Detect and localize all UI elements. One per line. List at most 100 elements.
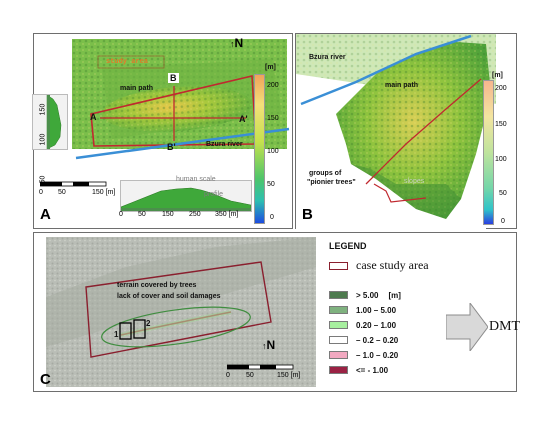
colorbar-a-unit: [m] [265,64,276,71]
colorbar-a-tick: 50 [267,181,275,188]
north-arrow-a: ↑N [230,36,243,50]
profile-label: profile [204,191,224,198]
colorbar-b-tick: 200 [495,85,507,92]
bzura-river-label: Bzura river [206,141,243,148]
dmt-label: DMT [489,319,521,334]
profile-tick: 50 [138,211,146,218]
legend-item-label: 1.00 – 5.00 [356,305,397,315]
legend-item: <= - 1.00 [329,364,388,376]
marker-1-label: 1 [114,330,119,339]
legend-swatch [329,366,348,374]
colorbar-b-tick: 0 [501,218,505,225]
colorbar-a-tick: 150 [267,115,279,122]
profile-tick: 150 [162,211,174,218]
scale-tick-a: 0 [39,189,43,196]
legend-item: > 5.00 [m] [329,289,401,301]
legend-swatch [329,306,348,314]
dmt-arrow-icon [446,303,488,351]
panel-c: terrain covered by trees lack of cover a… [33,232,520,392]
terrain-label-line2: lack of cover and soil damages [117,293,221,300]
section-a-prime-label: A' [239,114,248,124]
legend-item-label: > 5.00 [356,290,379,300]
pionier-trees-pointer [373,183,427,203]
colorbar-b [483,80,494,225]
bzura-river-line [75,127,290,160]
scale-tick-c: 0 [226,372,230,379]
groups-label-line1: groups of [309,170,342,177]
panel-a: study area main path A A' B B' Bzura riv… [32,33,293,229]
colorbar-a-tick: 0 [270,214,274,221]
legend: LEGEND case study area > 5.00 [m] 1.00 –… [329,241,520,381]
legend-title: LEGEND [329,241,367,251]
damage-ellipse [101,306,251,348]
profile-tick: 350 [m] [215,211,239,218]
vertical-scale-tick: 150 [39,103,47,116]
scale-tick-a: 50 [58,189,66,196]
vertical-profile-scale: 50 100 150 [39,104,53,186]
section-b-label: B [168,73,179,83]
legend-item-label: – 0.2 – 0.20 [356,335,399,345]
marker-box-2 [133,319,146,339]
north-label-a: N [234,36,244,50]
scale-tick-c: 50 [246,372,254,379]
colorbar-b-tick: 50 [499,190,507,197]
legend-item-label: <= - 1.00 [356,365,389,375]
main-path-label-b: main path [385,82,419,89]
case-study-label: case study area [356,258,429,272]
panel-a-letter: A [40,206,51,223]
legend-case-study: case study area [329,258,429,273]
colorbar-a-tick: 200 [267,82,279,89]
legend-swatch [329,321,348,329]
section-b-prime-label: B' [167,142,176,152]
horizontal-profile-box [120,180,252,212]
colorbar-a [254,74,265,224]
terrain-label-line1: terrain covered by trees [117,282,197,289]
slopes-label: slopes [404,178,425,185]
legend-item: – 0.2 – 0.20 [329,334,398,346]
vertical-scale-tick: 100 [39,133,47,146]
north-arrow-icon: ↑ [230,39,235,49]
case-study-boundary-c [85,261,272,358]
scale-bar-c [227,364,294,370]
scale-tick-c: 150 [m] [277,372,301,379]
scale-bar-a [40,181,107,187]
section-a-label: A [90,112,97,122]
colorbar-a-tick: 100 [267,148,279,155]
legend-item: 0.20 – 1.00 [329,319,396,331]
legend-item-label: 0.20 – 1.00 [356,320,397,330]
legend-item-unit: [m] [388,290,401,300]
panel-a-terrain-map [72,39,287,149]
panel-c-letter: C [40,371,51,388]
north-label-c: N [266,338,276,352]
colorbar-b-unit: [m] [492,72,503,79]
panel-c-map [46,237,316,387]
north-arrow-icon: ↑ [262,341,267,351]
panel-b-letter: B [302,206,313,223]
colorbar-b-tick: 150 [495,121,507,128]
groups-label-line2: "pionier trees" [307,179,356,186]
main-path-b [365,78,482,185]
north-arrow-c: ↑N [262,338,275,352]
study-area-label-box [97,55,165,69]
scale-tick-a: 150 [m] [92,189,116,196]
case-study-swatch [329,261,348,270]
legend-item: 1.00 – 5.00 [329,304,396,316]
human-scale-label: human scale [176,176,216,183]
panel-b: Bzura river main path groups of "pionier… [295,33,517,230]
profile-tick: 250 [189,211,201,218]
legend-item: – 1.0 – 0.20 [329,349,398,361]
legend-swatch [329,351,348,359]
legend-swatch [329,336,348,344]
bzura-river-label-b: Bzura river [309,54,346,61]
study-area-label: study area [106,58,149,66]
vertical-profile-box [32,94,68,150]
legend-swatch [329,291,348,299]
profile-tick: 0 [119,211,123,218]
colorbar-b-tick: 100 [495,156,507,163]
main-path-label: main path [120,85,154,92]
legend-item-label: – 1.0 – 0.20 [356,350,399,360]
bzura-river-b [300,34,472,106]
panel-b-terrain-map [296,34,496,230]
marker-box-1 [119,322,132,340]
marker-2-label: 2 [146,319,151,328]
